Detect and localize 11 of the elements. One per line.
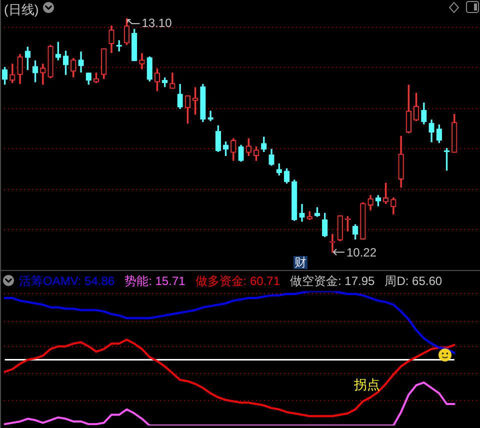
- chart-title: (日线): [4, 2, 39, 17]
- annotation: 财: [294, 255, 306, 270]
- text: 做空资金: 17.95: [290, 274, 375, 288]
- text: 周D: 65.60: [384, 274, 442, 288]
- series-label: 活筹OAMV: 54.86: [19, 274, 115, 288]
- text: 做多资金: 60.71: [195, 274, 280, 288]
- annotation: 拐点: [352, 376, 380, 392]
- annotation: 13.10: [142, 16, 172, 30]
- text: 势能: 15.71: [124, 274, 186, 288]
- annotation: 10.22: [346, 245, 377, 260]
- candlestick: [330, 234, 336, 252]
